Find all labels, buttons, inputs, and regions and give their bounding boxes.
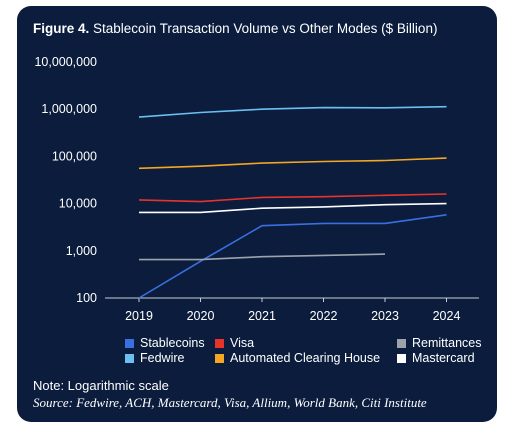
x-tick-label: 2024 xyxy=(433,309,461,323)
y-tick-label: 1,000 xyxy=(66,244,97,258)
series-line-automated-clearing-house xyxy=(138,157,447,170)
x-tick-label: 2022 xyxy=(310,309,338,323)
series-line-stablecoins xyxy=(138,214,447,299)
chart-note: Note: Logarithmic scale xyxy=(33,378,169,393)
series-line-remittances xyxy=(139,253,386,261)
figure-title-text: Stablecoin Transaction Volume vs Other M… xyxy=(93,21,438,36)
line-chart: 10,000,000 1,000,000 100,000 10,000 1,000 100… xyxy=(34,55,479,323)
y-tick-label: 1,000,000 xyxy=(41,102,97,116)
y-tick-label: 10,000,000 xyxy=(34,55,97,69)
y-tick-label: 100,000 xyxy=(52,149,97,163)
figure-card: Figure 4. Stablecoin Transaction Volume … xyxy=(17,6,497,422)
series-line-mastercard xyxy=(139,202,447,214)
y-tick-label: 100 xyxy=(76,291,97,305)
series-line-fedwire xyxy=(138,105,447,118)
x-tick-label: 2023 xyxy=(371,309,399,323)
chart-source: Source: Fedwire, ACH, Mastercard, Visa, … xyxy=(33,395,427,410)
y-tick-label: 10,000 xyxy=(59,197,97,211)
chart-title: Figure 4. Stablecoin Transaction Volume … xyxy=(33,21,437,36)
x-tick-label: 2021 xyxy=(248,309,276,323)
series-line-visa xyxy=(138,193,447,203)
x-tick-label: 2020 xyxy=(187,309,215,323)
x-tick-label: 2019 xyxy=(125,309,153,323)
figure-label: Figure 4. xyxy=(33,21,90,36)
